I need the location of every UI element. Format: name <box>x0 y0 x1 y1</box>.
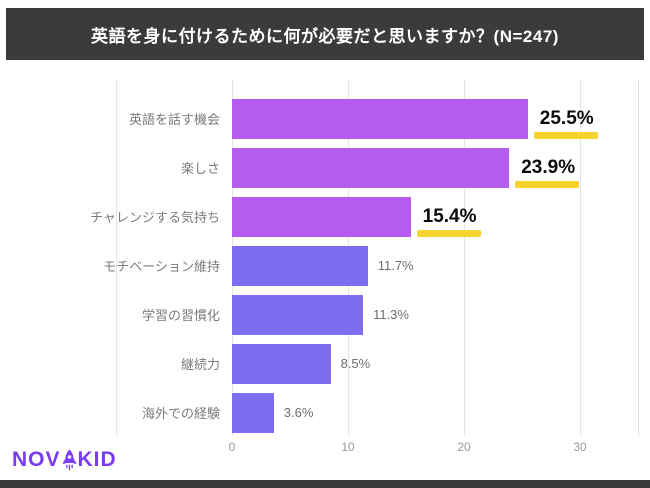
bar <box>232 343 331 384</box>
gridline <box>580 80 581 436</box>
gridline <box>116 80 117 436</box>
value-label: 25.5% <box>533 107 598 139</box>
bar <box>232 147 510 188</box>
value-label: 23.9% <box>515 156 579 188</box>
x-tick-label: 0 <box>228 440 236 454</box>
logo-text-before: NOV <box>12 448 61 471</box>
category-label: 継続力 <box>180 357 220 372</box>
chart-row: モチベーション維持 11.7% <box>0 241 650 290</box>
x-axis: 0 10 20 30 <box>0 440 650 456</box>
bar <box>232 245 368 286</box>
chart-row: 英語を話す機会 25.5% <box>0 94 650 143</box>
logo-text-after: KID <box>77 448 117 471</box>
novakid-logo: NOV KID <box>12 448 117 472</box>
chart-row: チャレンジする気持ち 15.4% <box>0 192 650 241</box>
category-label: モチベーション維持 <box>103 259 220 274</box>
bar <box>232 294 364 335</box>
category-label: 英語を話す機会 <box>128 112 220 127</box>
chart-title: 英語を身に付けるために何が必要だと思いますか？(N=247) <box>91 26 559 46</box>
footer-strip <box>0 480 650 488</box>
category-label: 海外での経験 <box>141 406 220 421</box>
value-label: 11.3% <box>373 307 409 322</box>
category-label: 学習の習慣化 <box>141 308 220 323</box>
chart-row: 学習の習慣化 11.3% <box>0 290 650 339</box>
gridline <box>638 80 639 436</box>
value-label: 3.6% <box>283 405 314 420</box>
x-tick-label: 20 <box>457 440 471 454</box>
chart-row: 楽しさ 23.9% <box>0 143 650 192</box>
gridline <box>464 80 465 436</box>
bar <box>232 98 528 139</box>
chart-row: 継続力 8.5% <box>0 339 650 388</box>
chart-rows: 英語を話す機会 25.5% 楽しさ 23.9% チャレンジする気持ち 15.4% モチベーシ… <box>0 94 650 437</box>
value-label: 8.5% <box>340 356 371 371</box>
value-label: 15.4% <box>416 205 481 237</box>
category-label: チャレンジする気持ち <box>90 210 220 225</box>
value-label: 11.7% <box>377 258 414 273</box>
chart-title-bar: 英語を身に付けるために何が必要だと思いますか？(N=247) <box>6 8 644 60</box>
rocket-icon <box>61 449 77 471</box>
x-tick-label: 10 <box>341 440 355 454</box>
x-tick-label: 30 <box>573 440 587 454</box>
bar <box>232 196 411 237</box>
chart-row: 海外での経験 3.6% <box>0 388 650 437</box>
category-label: 楽しさ <box>180 161 220 176</box>
bar <box>232 392 274 433</box>
